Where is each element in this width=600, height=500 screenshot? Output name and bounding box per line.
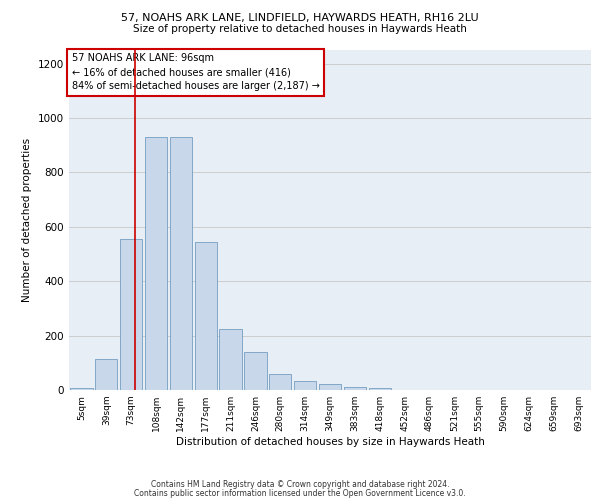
Bar [294, 382, 316, 390]
Text: Size of property relative to detached houses in Haywards Heath: Size of property relative to detached ho… [133, 24, 467, 34]
X-axis label: Distribution of detached houses by size in Haywards Heath: Distribution of detached houses by size … [176, 437, 484, 447]
Text: 57, NOAHS ARK LANE, LINDFIELD, HAYWARDS HEATH, RH16 2LU: 57, NOAHS ARK LANE, LINDFIELD, HAYWARDS … [121, 12, 479, 22]
Bar [120, 239, 142, 390]
Bar [145, 137, 167, 390]
Bar [220, 329, 242, 390]
Y-axis label: Number of detached properties: Number of detached properties [22, 138, 32, 302]
Bar [170, 137, 192, 390]
Bar [319, 384, 341, 390]
Bar [95, 358, 118, 390]
Bar [194, 242, 217, 390]
Text: 57 NOAHS ARK LANE: 96sqm
← 16% of detached houses are smaller (416)
84% of semi-: 57 NOAHS ARK LANE: 96sqm ← 16% of detach… [71, 54, 319, 92]
Bar [269, 374, 292, 390]
Bar [70, 388, 92, 390]
Bar [344, 388, 366, 390]
Text: Contains HM Land Registry data © Crown copyright and database right 2024.: Contains HM Land Registry data © Crown c… [151, 480, 449, 489]
Bar [368, 388, 391, 390]
Text: Contains public sector information licensed under the Open Government Licence v3: Contains public sector information licen… [134, 489, 466, 498]
Bar [244, 352, 266, 390]
